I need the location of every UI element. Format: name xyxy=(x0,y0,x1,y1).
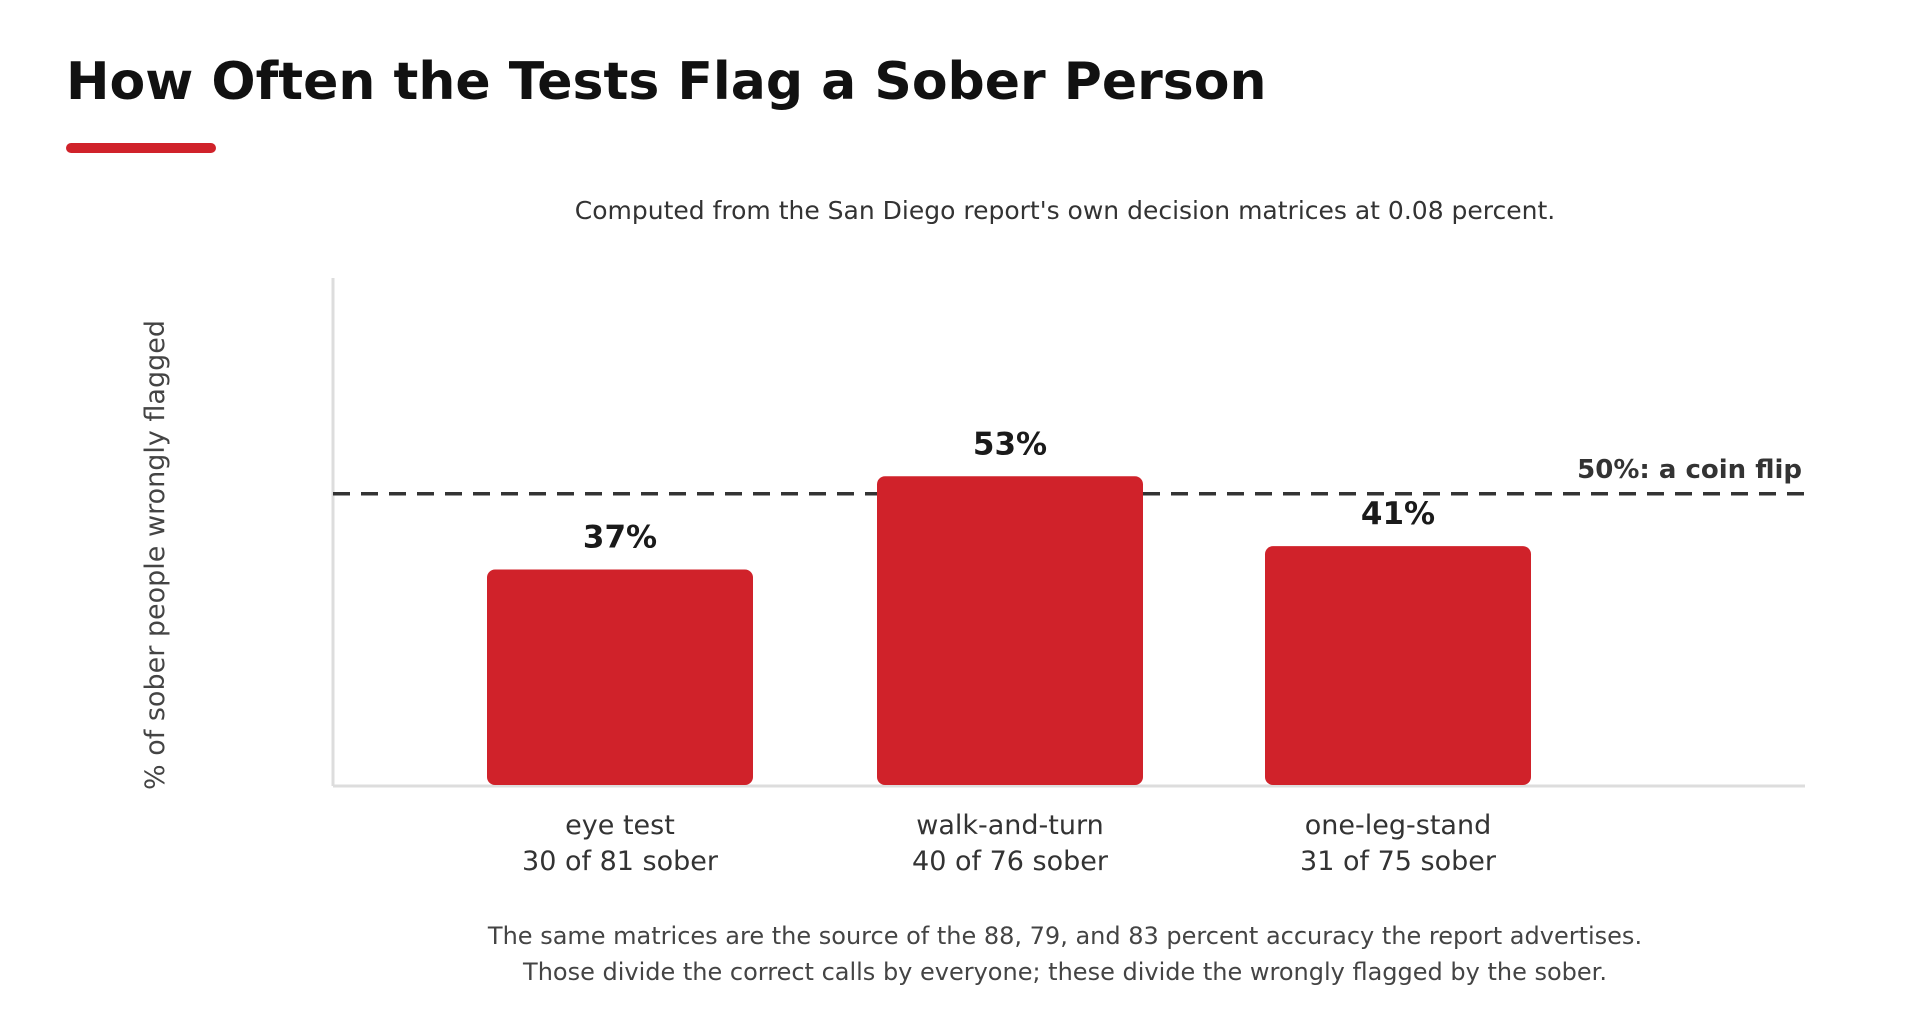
y-axis-label: % of sober people wrongly flagged xyxy=(140,320,171,790)
bar-walk-and-turn xyxy=(877,476,1143,785)
data-label: 37% xyxy=(583,519,657,555)
reference-line-label: 50%: a coin flip xyxy=(1577,455,1802,485)
category-labels: eye test 30 of 81 sober walk-and-turn 40 of… xyxy=(522,810,1497,877)
bar-one-leg-stand xyxy=(1265,546,1531,785)
category-name-label: one-leg-stand xyxy=(1305,810,1491,841)
chart-subtitle: Computed from the San Diego report's own… xyxy=(574,196,1556,225)
footnote-line-1: The same matrices are the source of the … xyxy=(487,922,1643,950)
bars xyxy=(487,476,1531,785)
data-label: 53% xyxy=(973,426,1047,462)
category-name-label: eye test xyxy=(565,810,675,841)
title-underline xyxy=(66,143,216,153)
data-labels: 37% 53% 41% xyxy=(583,426,1435,555)
bar-eye-test xyxy=(487,569,753,785)
axes xyxy=(331,278,1805,788)
category-detail-label: 31 of 75 sober xyxy=(1300,846,1497,877)
category-detail-label: 40 of 76 sober xyxy=(912,846,1109,877)
category-name-label: walk-and-turn xyxy=(916,810,1103,841)
chart-title: How Often the Tests Flag a Sober Person xyxy=(66,52,1267,112)
data-label: 41% xyxy=(1361,496,1435,532)
footnote-line-2: Those divide the correct calls by everyo… xyxy=(523,958,1607,986)
reference-line-group: 50%: a coin flip xyxy=(333,455,1805,496)
category-detail-label: 30 of 81 sober xyxy=(522,846,719,877)
